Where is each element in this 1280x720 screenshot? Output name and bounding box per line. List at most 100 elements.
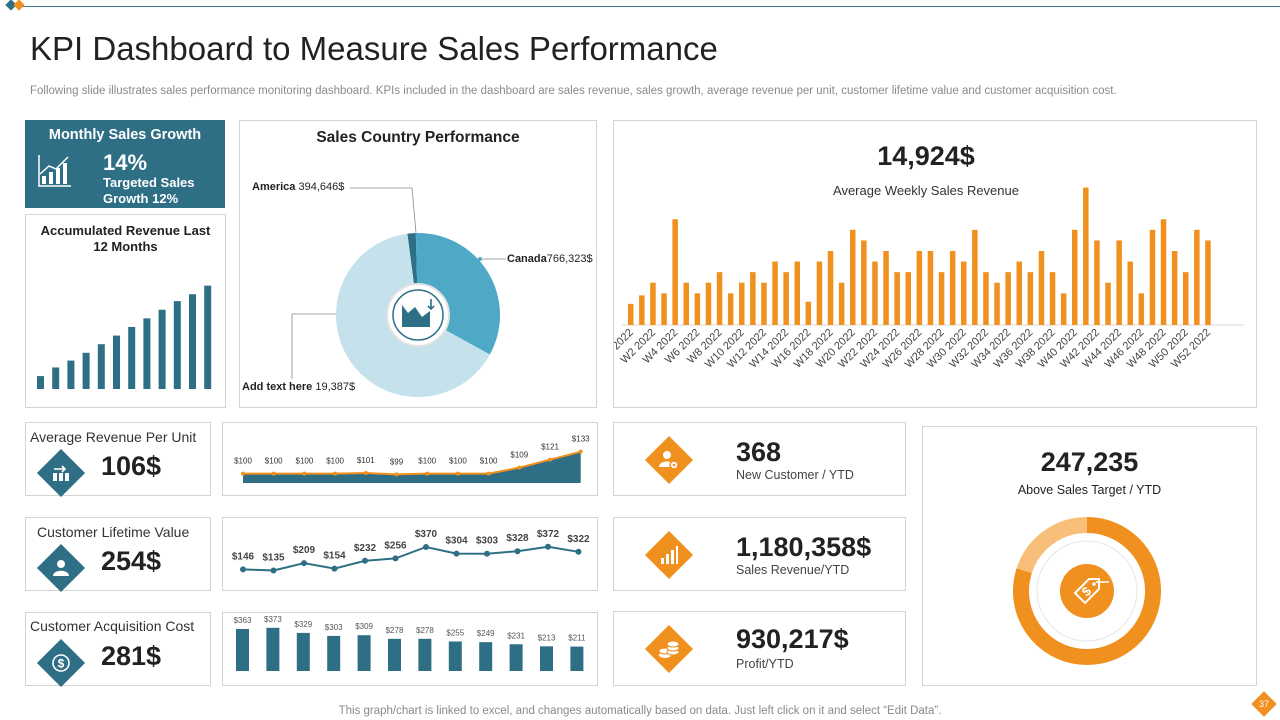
sales-revenue-label: Sales Revenue/YTD — [736, 563, 850, 577]
america-label: America — [252, 181, 296, 193]
chart-down-arrow — [427, 299, 435, 311]
weekly-bar — [816, 261, 823, 325]
profit-card: 930,217$ Profit/YTD — [613, 611, 906, 686]
cac-data-label: $373 — [264, 615, 282, 624]
weekly-bar — [872, 261, 878, 325]
weekly-bar — [1027, 272, 1034, 325]
weekly-bar — [761, 282, 767, 325]
weekly-bar — [838, 282, 845, 325]
clv-point — [514, 548, 521, 555]
weekly-bar — [1083, 187, 1089, 325]
arpu-point — [455, 471, 460, 476]
user-settings-icon — [652, 443, 686, 477]
weekly-bar — [661, 293, 667, 325]
clv-point — [331, 565, 338, 572]
weekly-bar — [1016, 261, 1022, 325]
clv-line-chart: $146 $135 $209 $154 $232 $256 $370 $304 $303 $328… — [232, 529, 590, 574]
cac-bar-chart: $363 $373 $329 $303 $309 $278 $278 $255 $249 $231… — [234, 615, 586, 671]
cac-data-label: $213 — [538, 633, 556, 642]
weekly-bar — [705, 282, 712, 325]
america-leader — [350, 187, 417, 234]
accumulated-bar — [143, 318, 151, 389]
accumulated-bar-chart — [37, 285, 212, 389]
clv-card: Customer Lifetime Value 254$ — [25, 517, 211, 593]
weekly-bar — [1049, 272, 1056, 325]
clv-point — [362, 557, 368, 564]
accumulated-bar — [128, 326, 136, 389]
canada-value: 766,323$ — [546, 253, 593, 265]
clv-point — [240, 566, 246, 573]
cac-bar — [479, 642, 493, 671]
canada-label: Canada — [507, 253, 547, 265]
cac-title: Customer Acquisition Cost — [30, 618, 195, 634]
arpu-point — [517, 465, 522, 470]
cac-data-label: $278 — [386, 626, 404, 635]
weekly-bar — [1116, 240, 1122, 325]
clv-data-label: $328 — [506, 533, 529, 544]
cac-bar — [327, 635, 341, 671]
accumulated-bar — [173, 301, 181, 389]
accumulated-bar — [204, 285, 212, 389]
arpu-area — [243, 451, 581, 483]
arpu-point — [394, 472, 399, 477]
clv-point — [301, 560, 307, 567]
page-subtitle: Following slide illustrates sales perfor… — [30, 85, 1117, 97]
arpu-point — [425, 471, 430, 476]
cac-data-label: $309 — [355, 622, 373, 631]
weekly-bar — [1138, 293, 1145, 325]
page-number: 37 — [1258, 699, 1269, 709]
clv-data-label: $209 — [293, 545, 316, 556]
cac-data-label: $255 — [446, 628, 464, 637]
weekly-bar — [805, 301, 812, 325]
weekly-bar — [1060, 293, 1067, 325]
target-donut-segment — [1013, 517, 1161, 665]
cac-data-label: $249 — [477, 629, 495, 638]
cac-bar — [296, 632, 310, 671]
accumulated-revenue-card: Accumulated Revenue Last 12 Months — [25, 214, 226, 408]
arpu-title: Average Revenue Per Unit — [30, 429, 197, 445]
weekly-bar — [905, 272, 911, 325]
cac-bar — [266, 627, 280, 671]
target-center — [1060, 564, 1114, 618]
clv-point — [453, 550, 460, 557]
accumulated-bar — [67, 360, 75, 389]
other-label: Add text here — [242, 381, 313, 393]
canada-dot — [478, 257, 482, 261]
new-customer-label: New Customer / YTD — [736, 468, 854, 482]
weekly-bar — [727, 293, 734, 325]
weekly-bar — [1171, 251, 1178, 325]
weekly-bar — [794, 261, 800, 325]
clv-data-label: $146 — [232, 551, 255, 562]
corner-diamonds — [5, 0, 25, 11]
above-target-card: 247,235 Above Sales Target / YTD $ — [922, 426, 1257, 686]
arpu-data-label: $100 — [326, 457, 344, 466]
other-leader — [291, 313, 338, 379]
accumulated-bar — [37, 376, 44, 389]
accumulated-bar — [82, 352, 90, 389]
accumulated-title-2: 12 Months — [93, 239, 158, 254]
arpu-point — [241, 471, 245, 476]
clv-point — [545, 543, 551, 550]
canada-legend: Canada766,323$ — [507, 253, 593, 265]
weekly-bar — [1072, 229, 1078, 325]
price-tag-outline — [1073, 578, 1100, 605]
cac-bar — [418, 638, 432, 671]
clv-point — [270, 567, 277, 574]
svg-text:$: $ — [58, 657, 65, 671]
weekly-bar — [639, 295, 645, 325]
clv-data-label: $303 — [476, 536, 499, 547]
weekly-bar — [883, 251, 889, 325]
cac-bar — [570, 646, 584, 671]
weekly-bar — [1149, 229, 1156, 325]
monthly-growth-target-1: Targeted Sales — [103, 175, 195, 190]
dollar-coin-icon: $ — [44, 646, 78, 680]
bar-chart-icon — [38, 155, 71, 187]
above-target-label: Above Sales Target / YTD — [1017, 483, 1162, 497]
cac-data-label: $303 — [325, 623, 343, 632]
weekly-bar — [716, 272, 723, 325]
accumulated-bar — [158, 309, 166, 389]
weekly-value: 14,924$ — [877, 141, 975, 171]
target-donut-chart: $ — [1013, 517, 1161, 665]
clv-data-label: $304 — [445, 536, 468, 547]
